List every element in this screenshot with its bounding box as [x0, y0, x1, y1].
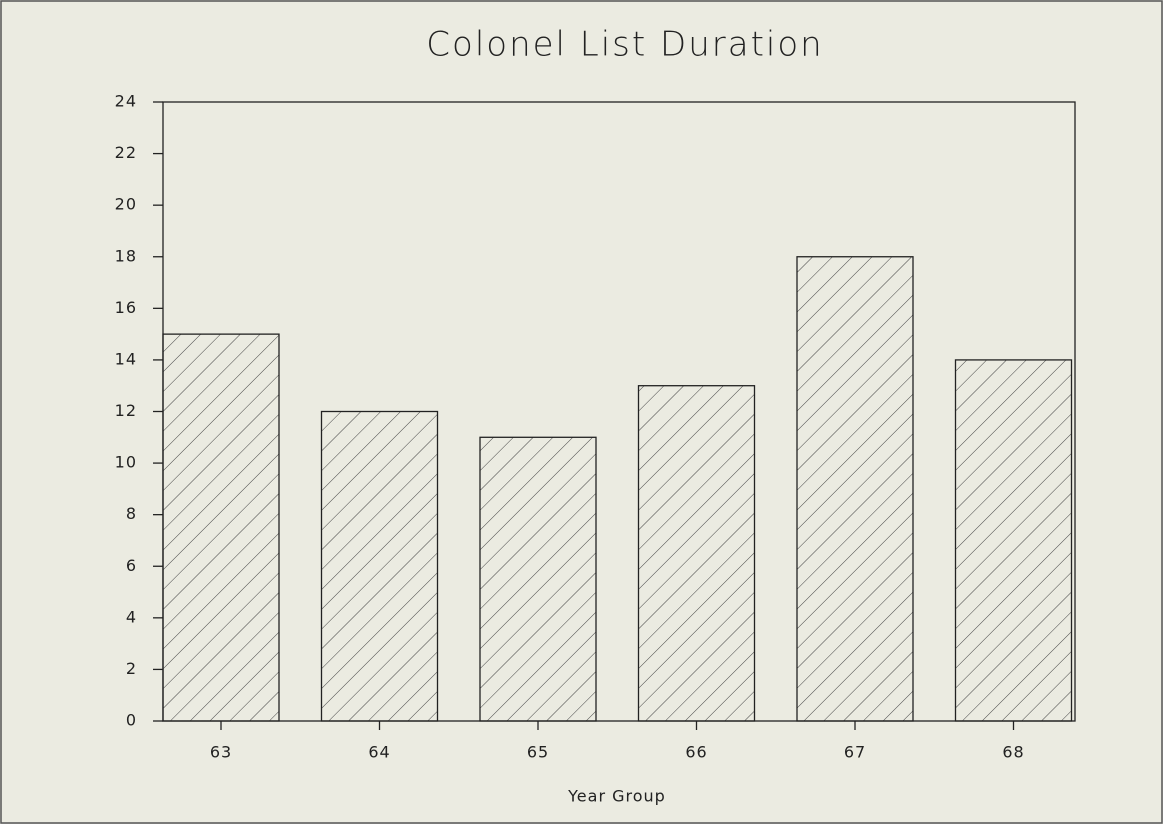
x-tick-label: 66: [685, 743, 707, 762]
y-tick-label: 2: [126, 659, 137, 678]
y-tick-label: 18: [115, 246, 137, 265]
y-tick-label: 8: [126, 504, 137, 523]
y-tick-label: 0: [126, 711, 137, 730]
y-tick-label: 20: [115, 195, 137, 214]
bar: [954, 359, 1073, 722]
x-tick-label: 64: [368, 743, 390, 762]
x-tick-label: 65: [527, 743, 549, 762]
y-tick-label: 14: [115, 349, 137, 368]
x-tick-label: 67: [844, 743, 866, 762]
y-tick-label: 16: [115, 298, 137, 317]
y-tick-label: 6: [126, 556, 137, 575]
y-tick-label: 24: [115, 92, 137, 111]
bar: [162, 333, 280, 722]
chart-title: Colonel List Duration: [426, 25, 823, 65]
bar: [637, 385, 756, 722]
x-axis-label: Year Group: [567, 787, 666, 806]
bar: [479, 436, 597, 722]
x-tick-label: 63: [210, 743, 232, 762]
y-tick-label: 4: [126, 607, 137, 626]
bar: [320, 410, 439, 722]
bar: [796, 256, 914, 722]
x-tick-label: 68: [1002, 743, 1024, 762]
y-tick-label: 12: [115, 401, 137, 420]
y-tick-label: 22: [115, 143, 137, 162]
y-tick-label: 10: [115, 453, 137, 472]
